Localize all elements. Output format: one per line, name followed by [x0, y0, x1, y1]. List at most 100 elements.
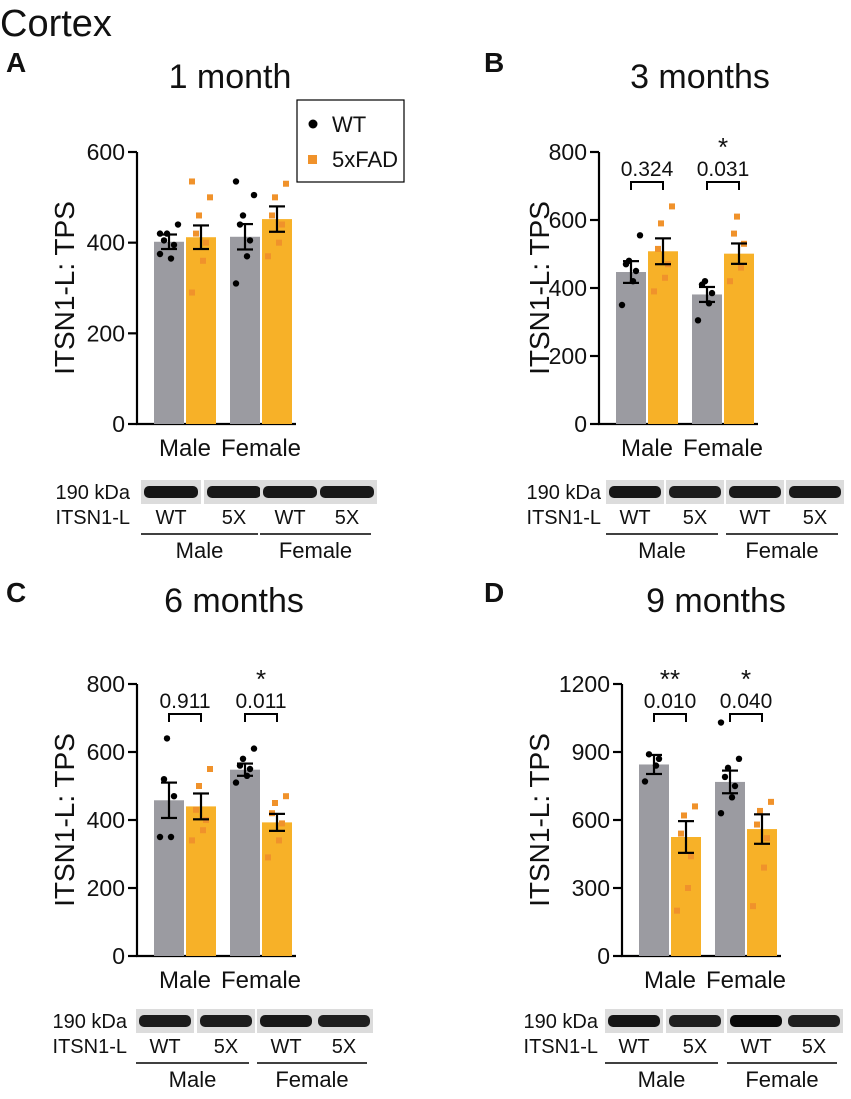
- blot-band: [730, 1015, 782, 1027]
- data-point-wt: [246, 237, 254, 244]
- data-point-5xfad: [734, 213, 740, 220]
- data-point-5xfad: [651, 288, 657, 295]
- significance-star: **: [660, 664, 680, 694]
- blot-band: [320, 486, 374, 498]
- data-point-5xfad: [276, 837, 282, 844]
- data-point-5xfad: [738, 264, 744, 271]
- y-tick-label: 600: [572, 807, 610, 833]
- significance-bracket: [706, 181, 740, 190]
- x-tick-label: Female: [706, 967, 786, 994]
- data-point-wt: [618, 301, 626, 309]
- bar-wt-female: [230, 769, 260, 956]
- blot-group-label: Female: [279, 538, 352, 563]
- data-point-wt: [239, 755, 247, 762]
- data-point-5xfad: [196, 783, 202, 789]
- data-point-5xfad: [200, 827, 206, 834]
- data-point-wt: [170, 793, 178, 800]
- data-point-5xfad: [193, 230, 199, 237]
- blot-band: [260, 1015, 312, 1027]
- data-point-wt: [636, 232, 644, 239]
- data-point-wt: [246, 765, 254, 773]
- data-point-5xfad: [189, 178, 195, 185]
- y-tick-label: 1200: [559, 671, 610, 697]
- y-tick-label: 600: [549, 207, 587, 233]
- blot-lane-label: 5X: [222, 507, 246, 529]
- data-point-5xfad: [265, 854, 271, 861]
- blot-lane-label: WT: [270, 1036, 301, 1058]
- y-tick-label: 800: [87, 671, 125, 697]
- data-point-wt: [250, 745, 258, 752]
- y-tick-label: 900: [572, 739, 610, 765]
- data-point-wt: [717, 719, 725, 726]
- blot-band: [144, 486, 198, 498]
- data-point-wt: [735, 755, 743, 762]
- blot-band: [139, 1015, 191, 1027]
- blot-lane-label: WT: [274, 507, 305, 529]
- y-tick-label: 0: [112, 411, 125, 437]
- y-tick-label: 400: [87, 807, 125, 833]
- blot-lane-label: 5X: [214, 1036, 238, 1058]
- data-point-wt: [708, 289, 716, 297]
- bar-5xfad-male: [671, 837, 701, 956]
- data-point-wt: [632, 267, 640, 275]
- data-point-wt: [156, 250, 164, 258]
- data-point-5xfad: [207, 194, 213, 201]
- blot-band: [263, 486, 317, 498]
- data-point-5xfad: [265, 253, 271, 260]
- western-blot: 190 kDa ITSN1-L WT 5X WT 5X Male Female: [53, 1009, 373, 1092]
- blot-lane-label: WT: [739, 507, 770, 529]
- bar-wt-female: [715, 781, 745, 956]
- x-tick-label: Female: [221, 967, 301, 994]
- blot-lane-label: WT: [619, 507, 650, 529]
- panel-b: B 3 months ITSN1-L: TPS 0 200 400 600 800 Male Fe…: [484, 47, 844, 563]
- legend-5xfad-label: 5xFAD: [332, 147, 398, 172]
- significance-bracket: [630, 181, 664, 190]
- p-value-label: 0.031: [697, 158, 750, 181]
- panel-letter: A: [6, 47, 26, 78]
- data-point-5xfad: [189, 837, 195, 844]
- blot-group-label: Male: [638, 538, 686, 563]
- panel-a: A 1 month ITSN1-L: TPS 0 200 400 600 Male Female…: [6, 47, 377, 563]
- y-tick-label: 200: [87, 875, 125, 901]
- panel-d: D 9 months ITSN1-L: TPS 0 300 600 900 1200 Male F…: [484, 577, 843, 1092]
- data-point-wt: [232, 779, 240, 786]
- data-point-wt: [170, 241, 178, 249]
- p-value-label: 0.010: [644, 690, 697, 713]
- data-point-5xfad: [276, 239, 282, 246]
- blot-band: [669, 1015, 721, 1027]
- p-value-label: 0.324: [621, 158, 674, 181]
- data-point-5xfad: [757, 807, 763, 814]
- y-tick-label: 300: [572, 875, 610, 901]
- significance-star: *: [741, 664, 751, 694]
- legend-wt-marker: [308, 119, 318, 129]
- data-point-wt: [641, 778, 649, 785]
- data-point-5xfad: [731, 230, 737, 237]
- data-point-wt: [728, 794, 736, 801]
- blot-lane-label: 5X: [683, 1036, 707, 1058]
- data-point-5xfad: [272, 194, 278, 201]
- data-point-5xfad: [279, 820, 285, 827]
- x-tick-label: Female: [683, 435, 763, 462]
- y-tick-label: 0: [597, 943, 610, 969]
- significance-bracket: [653, 713, 687, 722]
- data-point-5xfad: [761, 864, 767, 871]
- p-value-label: 0.011: [236, 690, 287, 713]
- bar-wt-male: [154, 800, 184, 956]
- bar-5xfad-female: [262, 219, 292, 424]
- western-blot: 190 kDa ITSN1-L WT 5X WT 5X Male Female: [56, 480, 377, 563]
- data-point-wt: [167, 255, 175, 262]
- blot-band: [669, 486, 721, 498]
- panel-title: 3 months: [630, 58, 770, 96]
- data-point-wt: [655, 755, 663, 762]
- blot-group-label: Female: [745, 538, 818, 563]
- western-blot: 190 kDa ITSN1-L WT 5X WT 5X Male Female: [524, 1009, 843, 1092]
- y-tick-label: 0: [574, 411, 587, 437]
- data-point-wt: [232, 280, 240, 287]
- blot-lane-label: 5X: [802, 1036, 826, 1058]
- p-value-label: 0.040: [720, 690, 773, 713]
- data-point-5xfad: [692, 803, 698, 810]
- blot-band: [788, 1015, 840, 1027]
- blot-lane-label: 5X: [332, 1036, 356, 1058]
- data-point-5xfad: [203, 239, 209, 246]
